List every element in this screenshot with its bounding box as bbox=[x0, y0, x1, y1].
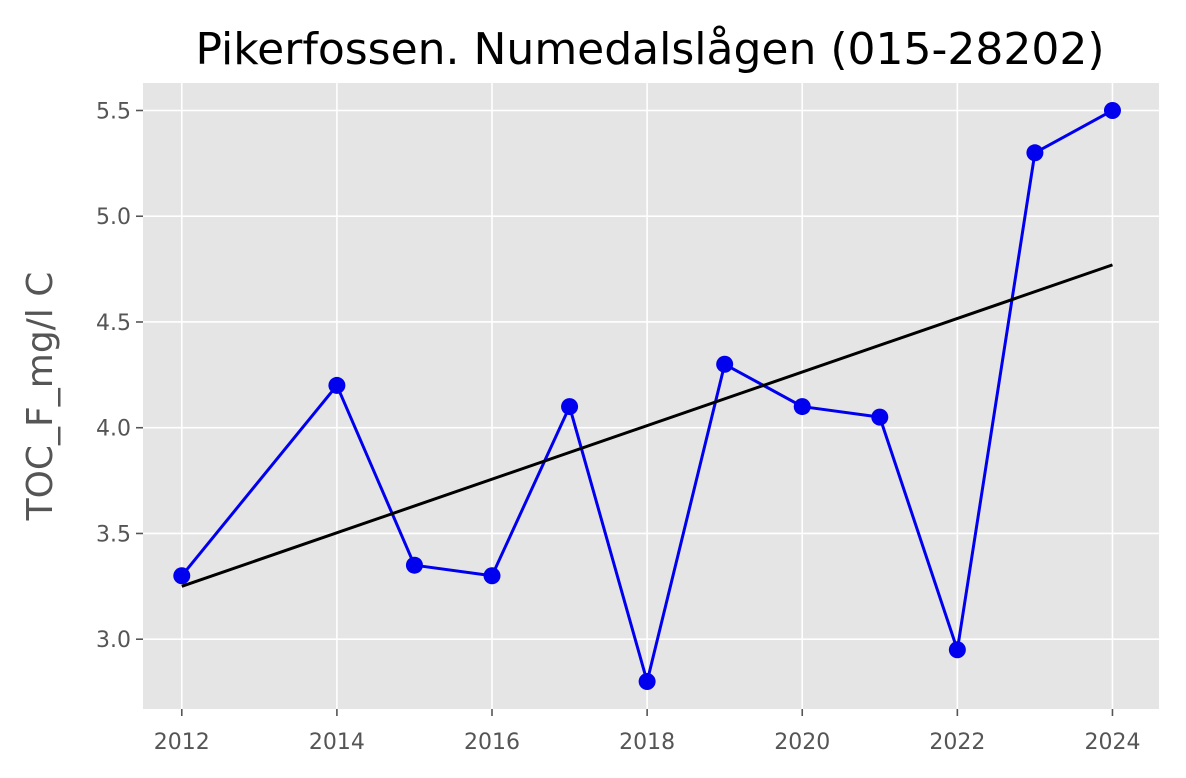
y-tick-label: 3.5 bbox=[96, 522, 131, 547]
grid-lines bbox=[143, 83, 1159, 709]
data-point bbox=[793, 398, 811, 416]
plot-area bbox=[143, 83, 1159, 709]
data-point bbox=[948, 641, 966, 659]
x-tick-label: 2024 bbox=[1084, 730, 1140, 755]
x-tick-label: 2012 bbox=[154, 730, 210, 755]
data-point bbox=[638, 673, 656, 691]
x-tick-label: 2016 bbox=[464, 730, 520, 755]
data-point bbox=[871, 408, 889, 426]
data-point bbox=[561, 398, 579, 416]
data-point bbox=[483, 567, 501, 585]
y-axis-label: TOC_F_mg/l C bbox=[20, 272, 61, 522]
data-point bbox=[405, 556, 423, 574]
x-tick-label: 2022 bbox=[929, 730, 985, 755]
series-group bbox=[173, 101, 1121, 691]
data-point bbox=[328, 376, 346, 394]
x-tick-label: 2020 bbox=[774, 730, 830, 755]
y-tick-label: 5.5 bbox=[96, 99, 131, 124]
data-point bbox=[173, 567, 191, 585]
y-tick-label: 3.0 bbox=[96, 628, 131, 653]
data-point bbox=[716, 355, 734, 373]
chart-title: Pikerfossen. Numedalslågen (015-28202) bbox=[195, 24, 1104, 75]
y-tick-label: 5.0 bbox=[96, 205, 131, 230]
series-line bbox=[180, 109, 1114, 684]
trend-line bbox=[181, 263, 1113, 588]
y-ticks: 3.0 3.5 4.0 4.5 5.0 5.5 bbox=[96, 99, 143, 653]
data-point bbox=[1026, 144, 1044, 162]
x-tick-label: 2018 bbox=[619, 730, 675, 755]
data-point bbox=[1103, 101, 1121, 119]
y-tick-label: 4.0 bbox=[96, 417, 131, 442]
x-ticks: 2012 2014 2016 2018 2020 2022 2024 bbox=[154, 709, 1140, 755]
x-tick-label: 2014 bbox=[309, 730, 365, 755]
y-tick-label: 4.5 bbox=[96, 311, 131, 336]
